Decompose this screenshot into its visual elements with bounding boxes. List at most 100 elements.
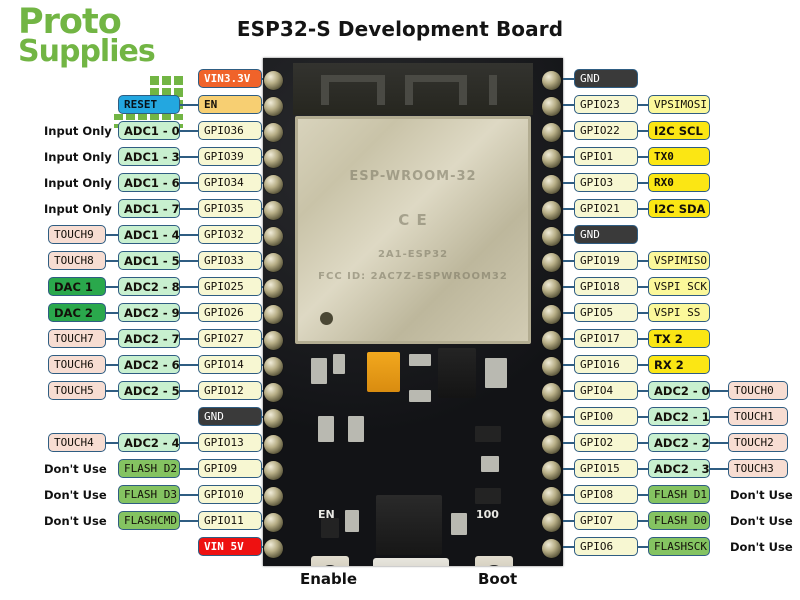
connector-line [180,286,198,288]
connector-line [106,390,118,392]
shield-hole [320,312,333,325]
pin-label-gpio: GPIO15 [574,459,638,478]
header-pin [264,461,283,480]
connector-line [262,286,263,288]
pin-label-outer: TOUCH2 [728,433,788,452]
connector-line [563,234,574,236]
pin-note: Don't Use [730,488,793,502]
connector-line [563,208,574,210]
header-pin [264,539,283,558]
pin-label-gpio: GPIO23 [574,95,638,114]
connector-line [262,182,263,184]
connector-line [180,182,198,184]
connector-line [563,520,574,522]
enable-button[interactable] [311,556,349,566]
pin-label-gpio: GPIO8 [574,485,638,504]
header-pin [264,97,283,116]
pin-label-outer: TOUCH9 [48,225,106,244]
connector-line [563,260,574,262]
connector-line [710,416,728,418]
pin-label-function: RESET [118,95,180,114]
tantalum-capacitor [367,352,400,392]
connector-line [180,364,198,366]
pin-label-gpio: GPIO10 [198,485,262,504]
pin-label-gpio: VIN 5V [198,537,262,556]
pin-label-outer: TOUCH0 [728,381,788,400]
logo-line-2: Supplies [18,34,156,70]
connector-line [563,104,574,106]
pin-label-function: ADC2 - 7 [118,329,180,348]
pin-label-function: TX 2 [648,329,710,348]
pin-label-function: FLASH D3 [118,485,180,504]
page-title: ESP32-S Development Board [236,17,564,41]
connector-line [563,546,574,548]
pin-note: Don't Use [44,488,107,502]
pin-note: Don't Use [730,514,793,528]
connector-line [638,208,648,210]
pin-label-gpio: GPIO14 [198,355,262,374]
header-pin [264,123,283,142]
pin-label-function: VSPI SS [648,303,710,322]
header-pin [264,409,283,428]
connector-line [638,468,648,470]
connector-line [262,494,263,496]
boot-caption: Boot [478,570,518,588]
connector-line [638,260,648,262]
connector-line [710,468,728,470]
connector-line [710,390,728,392]
pin-label-outer: TOUCH5 [48,381,106,400]
pin-label-gpio: GND [574,69,638,88]
pin-label-gpio: GND [574,225,638,244]
header-pin [542,487,561,506]
pin-label-gpio: GPIO4 [574,381,638,400]
boot-button[interactable] [475,556,513,566]
header-pin [542,331,561,350]
connector-line [106,312,118,314]
pin-label-function: I2C SCL [648,121,710,140]
connector-line [106,234,118,236]
pin-label-function: ADC1 - 5 [118,251,180,270]
header-pin [264,357,283,376]
pin-label-gpio: EN [198,95,262,114]
connector-line [180,468,198,470]
pin-label-gpio: GPIO1 [574,147,638,166]
pin-label-function: ADC2 - 0 [648,381,710,400]
connector-line [638,182,648,184]
pin-label-function: FLASHCMD [118,511,180,530]
pin-label-function: ADC2 - 8 [118,277,180,296]
header-pin [264,435,283,454]
connector-line [710,442,728,444]
connector-line [106,338,118,340]
pin-label-gpio: GPIO39 [198,147,262,166]
connector-line [638,286,648,288]
pin-note: Input Only [44,202,112,216]
pin-label-gpio: GPIO27 [198,329,262,348]
header-pin [542,149,561,168]
connector-line [262,208,263,210]
pin-label-outer: TOUCH4 [48,433,106,452]
pin-label-function: VPSIMOSI [648,95,710,114]
connector-line [180,104,198,106]
connector-line [180,520,198,522]
connector-line [638,520,648,522]
connector-line [563,390,574,392]
pin-label-gpio: GPIO21 [574,199,638,218]
pin-label-outer: DAC 1 [48,277,106,296]
connector-line [106,286,118,288]
header-pin [264,201,283,220]
pin-label-gpio: GPIO19 [574,251,638,270]
connector-line [180,312,198,314]
connector-line [180,208,198,210]
connector-line [262,234,263,236]
header-pin [542,383,561,402]
connector-line [180,442,198,444]
pin-note: Input Only [44,124,112,138]
connector-line [106,364,118,366]
pin-note: Input Only [44,176,112,190]
header-pin [264,253,283,272]
header-pin [542,175,561,194]
pin-label-function: ADC1 - 3 [118,147,180,166]
pin-label-gpio: GPIO16 [574,355,638,374]
header-pin [542,305,561,324]
